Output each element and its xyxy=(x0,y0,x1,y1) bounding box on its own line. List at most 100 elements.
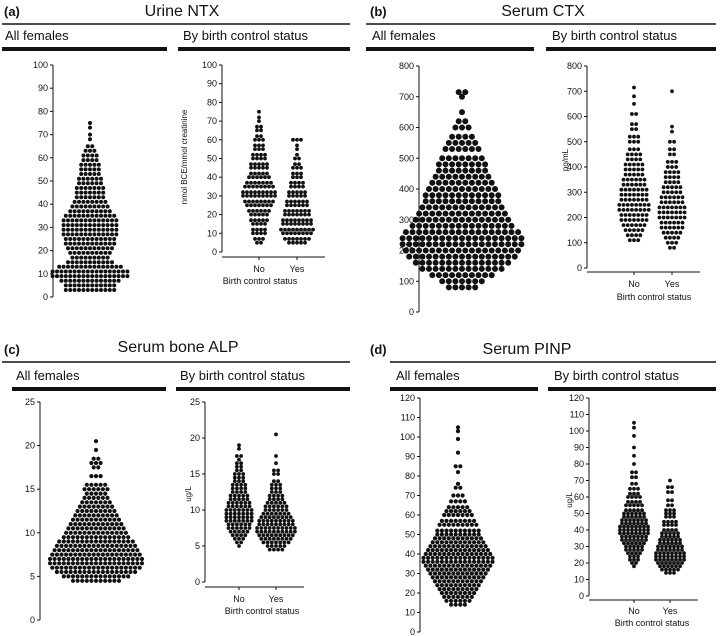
data-point-yes xyxy=(276,529,280,534)
data-point-all-females xyxy=(70,232,75,237)
data-point-all-females xyxy=(472,567,477,572)
data-point-no xyxy=(251,222,255,226)
data-point-all-females xyxy=(432,536,438,541)
data-point-yes xyxy=(660,547,664,552)
data-point-all-females xyxy=(99,288,103,292)
data-point-no xyxy=(619,187,624,192)
data-point-all-females xyxy=(460,563,465,568)
y-tick-label: 300 xyxy=(567,187,582,197)
data-point-all-females xyxy=(92,223,97,228)
data-point-no xyxy=(640,167,645,172)
data-point-all-females xyxy=(105,522,110,527)
data-point-all-females xyxy=(435,198,442,205)
data-point-all-females xyxy=(468,133,475,140)
data-point-no xyxy=(618,528,622,532)
data-point-yes xyxy=(274,482,278,487)
data-point-all-females xyxy=(449,509,454,514)
data-point-all-females xyxy=(482,167,489,174)
data-point-all-females xyxy=(77,522,82,527)
data-point-all-females xyxy=(467,518,472,524)
data-point-all-females xyxy=(99,283,103,288)
data-point-no xyxy=(625,157,630,162)
y-tick-label: 10 xyxy=(207,228,217,238)
data-point-all-females xyxy=(416,229,423,236)
data-point-all-females xyxy=(91,569,96,575)
data-point-yes xyxy=(289,222,293,226)
data-point-all-females xyxy=(57,561,62,566)
data-point-all-females xyxy=(90,288,95,292)
data-point-all-females xyxy=(96,227,101,232)
data-point-all-females xyxy=(451,505,456,510)
data-point-no xyxy=(253,212,257,217)
data-point-no xyxy=(632,192,636,197)
data-point-yes xyxy=(295,175,299,180)
data-point-yes xyxy=(670,551,674,555)
data-point-yes xyxy=(663,200,668,205)
data-point-all-females xyxy=(437,563,442,568)
data-point-no xyxy=(235,461,239,466)
data-point-all-females xyxy=(442,536,447,541)
data-point-no xyxy=(630,495,634,499)
data-point-no xyxy=(621,203,626,207)
y-tick-label: 120 xyxy=(569,393,584,403)
data-point-yes xyxy=(670,215,674,220)
data-point-all-females xyxy=(72,199,77,204)
data-point-no xyxy=(623,218,628,222)
data-point-all-females xyxy=(84,548,89,553)
data-point-all-females xyxy=(505,235,512,242)
data-point-all-females xyxy=(460,536,465,541)
data-point-all-females xyxy=(116,517,122,522)
data-point-all-females xyxy=(84,482,89,487)
data-point-no xyxy=(245,180,249,185)
data-point-all-females xyxy=(445,265,452,272)
data-point-all-females xyxy=(437,587,442,592)
data-point-no xyxy=(640,192,645,197)
data-point-yes xyxy=(674,551,678,555)
data-point-all-females xyxy=(465,284,472,291)
data-point-all-females xyxy=(449,192,456,199)
data-point-all-females xyxy=(88,204,92,209)
data-point-all-females xyxy=(98,517,103,522)
data-point-all-females xyxy=(439,575,444,580)
data-point-all-females xyxy=(84,508,89,514)
data-point-no xyxy=(241,515,246,520)
data-point-all-females xyxy=(61,556,66,562)
data-point-no xyxy=(632,147,636,152)
data-point-yes xyxy=(676,235,681,240)
data-point-all-females xyxy=(88,125,92,130)
data-point-all-females xyxy=(79,255,84,260)
data-point-yes xyxy=(668,531,672,536)
data-point-all-females xyxy=(446,522,451,527)
data-point-all-females xyxy=(474,587,479,592)
data-point-no xyxy=(251,175,255,180)
data-point-all-females xyxy=(439,186,446,192)
data-point-all-females xyxy=(92,260,97,265)
data-point-all-females xyxy=(74,227,79,232)
data-point-no xyxy=(632,554,636,559)
data-point-all-females xyxy=(105,530,110,535)
data-point-all-females xyxy=(107,548,112,553)
data-point-all-females xyxy=(55,269,59,274)
data-point-all-females xyxy=(469,579,474,584)
data-point-all-females xyxy=(435,567,440,572)
data-point-yes xyxy=(672,147,676,152)
data-point-all-females xyxy=(73,530,78,535)
data-point-all-females xyxy=(79,232,84,237)
data-point-no xyxy=(632,544,636,549)
data-point-all-females xyxy=(99,250,103,255)
data-point-all-females xyxy=(61,218,66,223)
data-point-yes xyxy=(255,526,259,530)
data-point-all-females xyxy=(103,199,108,204)
data-point-all-females xyxy=(101,232,106,237)
data-point-yes xyxy=(265,518,270,523)
y-tick-label: 100 xyxy=(202,60,217,70)
data-point-all-females xyxy=(112,213,117,218)
data-point-yes xyxy=(295,240,299,245)
data-point-all-females xyxy=(462,590,467,596)
data-point-no xyxy=(623,213,628,217)
data-point-all-females xyxy=(105,513,110,518)
data-point-no xyxy=(628,503,632,508)
data-point-all-females xyxy=(103,535,108,540)
data-point-all-females xyxy=(455,512,461,518)
data-point-all-females xyxy=(451,512,456,518)
